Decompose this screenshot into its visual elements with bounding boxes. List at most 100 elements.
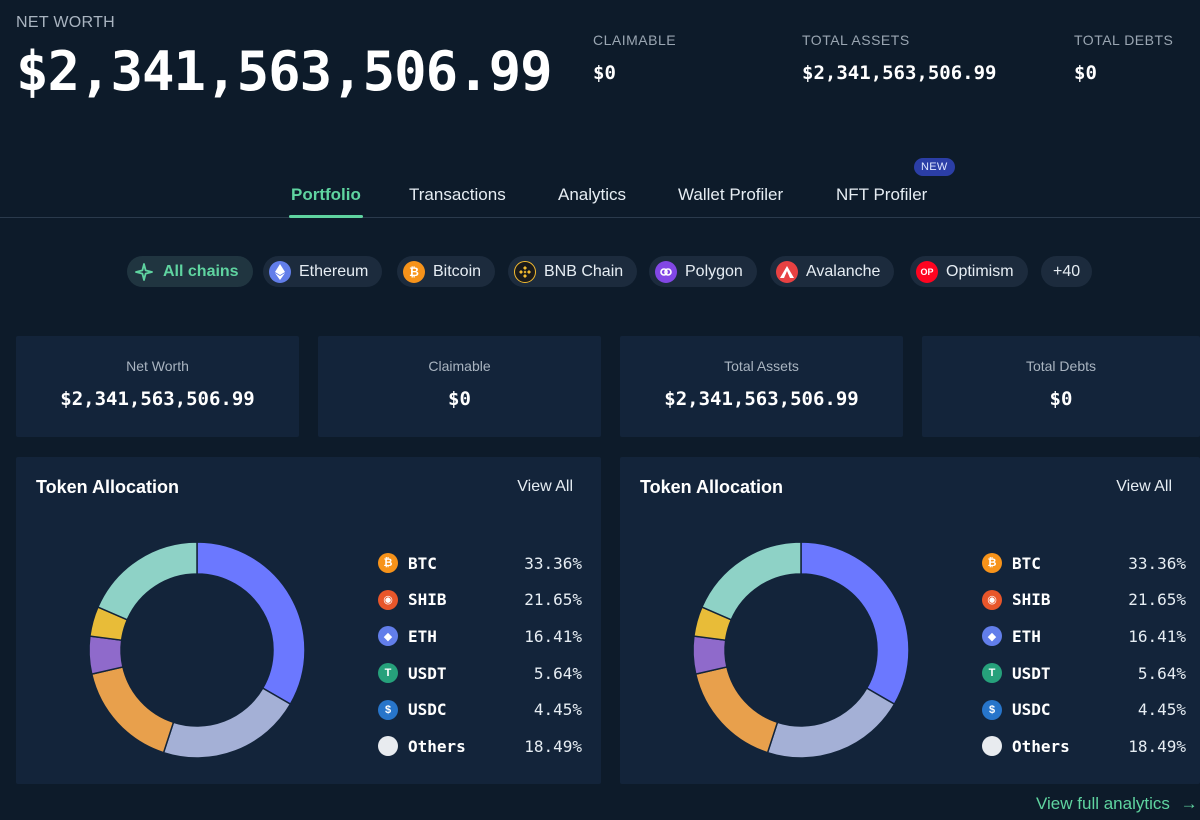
usdc-icon: $ <box>378 699 398 720</box>
view-all-link[interactable]: View All <box>1116 478 1172 495</box>
token-allocation-panel: Token Allocation View All ₿ BTC 33.36% ◉ SHI… <box>16 457 601 784</box>
summary-card-total-assets: Total Assets $2,341,563,506.99 <box>620 336 903 437</box>
token-allocation-panel: Token Allocation View All ₿ BTC 33.36% ◉ SHI… <box>620 457 1200 784</box>
allocation-legend-row: ₿ BTC 33.36% <box>378 545 582 582</box>
token-percent: 21.65% <box>524 590 582 610</box>
claimable-value: $0 <box>593 62 616 84</box>
tab-wallet-profiler[interactable]: Wallet Profiler <box>678 185 784 204</box>
tab-nft-profiler[interactable]: NFT Profiler <box>836 185 928 204</box>
donut-slice-shib[interactable] <box>162 687 292 759</box>
net-worth-value: $2,341,563,506.99 <box>16 40 553 103</box>
net-worth-label: NET WORTH <box>16 14 115 31</box>
donut-slice-others[interactable] <box>96 541 198 621</box>
token-symbol: SHIB <box>408 590 447 610</box>
chain-chip-label: All chains <box>163 262 239 280</box>
summary-value: $2,341,563,506.99 <box>664 388 859 410</box>
claimable-label: CLAIMABLE <box>593 32 677 48</box>
sparkle-icon <box>133 261 155 283</box>
tab-portfolio[interactable]: Portfolio <box>291 185 361 204</box>
donut-slice-others[interactable] <box>700 541 802 621</box>
shib-icon: ◉ <box>378 589 398 610</box>
allocation-legend-row: $ USDC 4.45% <box>378 691 582 728</box>
allocation-legend: ₿ BTC 33.36% ◉ SHIB 21.65% ◆ ETH 16.41% T USDT 5.64… <box>982 545 1186 765</box>
new-badge: NEW <box>914 158 955 176</box>
donut-slice-usdt[interactable] <box>88 635 124 675</box>
bnb-icon <box>514 260 536 283</box>
circle-icon <box>982 736 1002 757</box>
usdc-icon: $ <box>982 699 1002 720</box>
allocation-legend-row: ◉ SHIB 21.65% <box>378 582 582 619</box>
summary-card-total-debts: Total Debts $0 <box>922 336 1200 437</box>
allocation-legend-row: ◉ SHIB 21.65% <box>982 582 1186 619</box>
token-percent: 4.45% <box>533 700 582 720</box>
chain-filter: All chains Ethereum ₿ Bitcoin BNB Chain … <box>0 256 1200 288</box>
ethereum-icon: ◆ <box>378 626 398 647</box>
avalanche-icon <box>776 260 798 283</box>
token-percent: 18.49% <box>1128 736 1186 756</box>
tether-icon: T <box>378 663 398 684</box>
allocation-legend-row: T USDT 5.64% <box>378 655 582 692</box>
ethereum-icon <box>269 260 291 283</box>
chain-chip-avalanche[interactable]: Avalanche <box>770 256 895 287</box>
bitcoin-icon: ₿ <box>403 260 425 283</box>
token-percent: 4.45% <box>1137 700 1186 720</box>
arrow-right-icon: → <box>1180 794 1198 813</box>
chain-chip-all[interactable]: All chains <box>127 256 253 287</box>
token-symbol: Others <box>1012 736 1070 756</box>
chain-chip-more[interactable]: +40 <box>1041 256 1093 287</box>
tab-analytics[interactable]: Analytics <box>558 185 627 204</box>
allocation-legend-row: T USDT 5.64% <box>982 655 1186 692</box>
allocation-legend-row: ◆ ETH 16.41% <box>982 618 1186 655</box>
allocation-legend-row: Others 18.49% <box>378 728 582 765</box>
allocation-legend-row: $ USDC 4.45% <box>982 691 1186 728</box>
chain-chip-polygon[interactable]: Polygon <box>649 256 757 287</box>
token-percent: 21.65% <box>1128 590 1186 610</box>
total-assets-value: $2,341,563,506.99 <box>802 62 997 84</box>
summary-value: $0 <box>1049 388 1073 410</box>
chain-chip-optimism[interactable]: OP Optimism <box>910 256 1028 287</box>
ethereum-icon: ◆ <box>982 626 1002 647</box>
total-assets-label: TOTAL ASSETS <box>802 32 910 48</box>
summary-label: Total Debts <box>1025 358 1097 374</box>
chain-chip-label: Polygon <box>685 262 743 280</box>
view-full-label: View full analytics <box>1036 794 1170 813</box>
donut-slice-btc[interactable] <box>196 541 306 706</box>
token-symbol: Others <box>408 736 466 756</box>
token-percent: 16.41% <box>1128 626 1186 646</box>
token-percent: 5.64% <box>533 663 582 683</box>
chain-chip-bitcoin[interactable]: ₿ Bitcoin <box>397 256 496 287</box>
donut-slice-btc[interactable] <box>800 541 910 706</box>
allocation-legend-row: ₿ BTC 33.36% <box>982 545 1186 582</box>
tab-transactions[interactable]: Transactions <box>409 185 506 204</box>
donut-slice-eth[interactable] <box>90 666 175 754</box>
token-symbol: ETH <box>408 626 437 646</box>
token-symbol: USDC <box>408 700 447 720</box>
view-all-link[interactable]: View All <box>517 478 573 495</box>
view-full-analytics-link[interactable]: View full analytics → <box>1036 794 1198 814</box>
donut-slice-shib[interactable] <box>766 687 896 759</box>
summary-label: Net Worth <box>126 358 189 374</box>
circle-icon <box>378 736 398 757</box>
summary-label: Total Assets <box>724 358 799 374</box>
active-tab-indicator <box>289 215 363 218</box>
allocation-donut-chart <box>692 541 910 759</box>
allocation-legend: ₿ BTC 33.36% ◉ SHIB 21.65% ◆ ETH 16.41% T USDT 5.64… <box>378 545 582 765</box>
token-symbol: SHIB <box>1012 590 1051 610</box>
donut-slice-usdt[interactable] <box>692 635 728 675</box>
chain-chip-label: Bitcoin <box>433 262 482 280</box>
token-symbol: USDT <box>1012 663 1051 683</box>
token-symbol: USDT <box>408 663 447 683</box>
donut-slice-eth[interactable] <box>694 666 779 754</box>
token-percent: 33.36% <box>1128 553 1186 573</box>
summary-label: Claimable <box>428 358 491 374</box>
chain-chip-bnb[interactable]: BNB Chain <box>508 256 638 287</box>
summary-value: $0 <box>448 388 471 410</box>
token-percent: 16.41% <box>524 626 582 646</box>
chain-chip-label: Optimism <box>946 262 1014 280</box>
summary-card-claimable: Claimable $0 <box>318 336 601 437</box>
allocation-legend-row: ◆ ETH 16.41% <box>378 618 582 655</box>
token-symbol: ETH <box>1012 626 1041 646</box>
chain-chip-ethereum[interactable]: Ethereum <box>263 256 383 287</box>
tether-icon: T <box>982 663 1002 684</box>
token-percent: 33.36% <box>524 553 582 573</box>
